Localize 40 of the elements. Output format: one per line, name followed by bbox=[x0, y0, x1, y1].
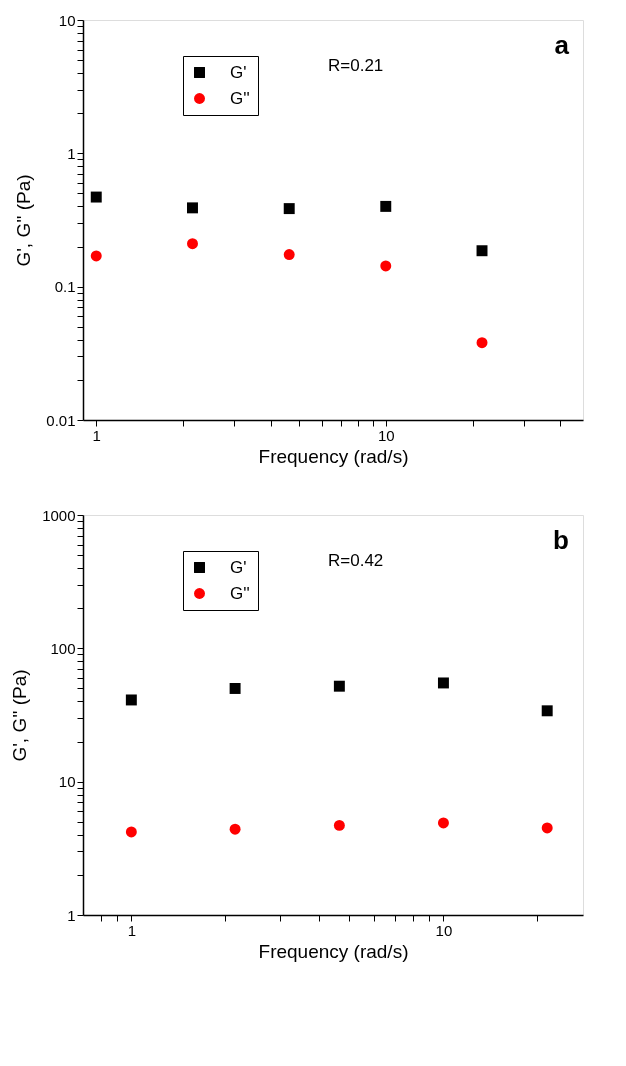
y-tick-label: 10 bbox=[58, 11, 76, 29]
y-tick-label: 1000 bbox=[42, 506, 76, 524]
point bbox=[333, 819, 345, 831]
annotation: R=0.21 bbox=[328, 56, 384, 75]
point bbox=[380, 260, 392, 272]
point bbox=[187, 238, 198, 250]
annotation: b bbox=[553, 525, 569, 555]
legend-label: G'' bbox=[230, 583, 250, 603]
y-axis-title: G', G'' (Pa) bbox=[13, 174, 35, 267]
point bbox=[229, 823, 241, 835]
point bbox=[476, 245, 488, 257]
legend-label: G' bbox=[230, 557, 247, 577]
point bbox=[283, 203, 295, 215]
point bbox=[90, 250, 102, 262]
point bbox=[283, 249, 295, 261]
point bbox=[541, 822, 553, 834]
point bbox=[125, 694, 137, 706]
y-tick-label: 10 bbox=[58, 773, 76, 791]
y-axis-title: G', G'' (Pa) bbox=[9, 669, 31, 762]
legend-label: G' bbox=[230, 62, 247, 82]
point bbox=[90, 191, 102, 203]
y-tick-label: 1 bbox=[67, 906, 76, 924]
point bbox=[476, 337, 488, 349]
point bbox=[125, 826, 137, 838]
x-axis-title: Frequency (rad/s) bbox=[258, 940, 409, 962]
annotation: R=0.42 bbox=[328, 551, 384, 570]
y-tick-label: 100 bbox=[50, 639, 76, 657]
point bbox=[437, 817, 449, 829]
point bbox=[541, 705, 553, 717]
point bbox=[229, 682, 241, 694]
point bbox=[380, 200, 392, 212]
point bbox=[187, 202, 198, 214]
y-tick-label: 0.01 bbox=[46, 411, 76, 429]
x-axis-title: Frequency (rad/s) bbox=[258, 445, 409, 467]
annotation: a bbox=[554, 30, 570, 60]
y-tick-label: 1 bbox=[67, 144, 76, 162]
y-tick-label: 0.1 bbox=[54, 278, 76, 296]
point bbox=[437, 677, 449, 689]
point bbox=[333, 680, 345, 692]
legend-label: G'' bbox=[230, 88, 250, 108]
